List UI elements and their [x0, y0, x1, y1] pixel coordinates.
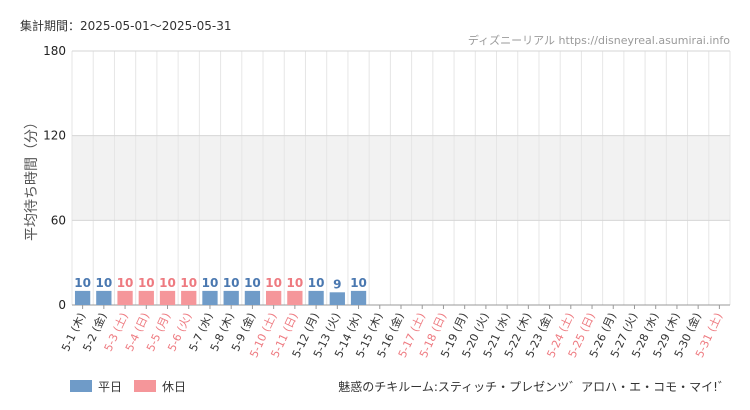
data-label: 10 [287, 276, 304, 290]
data-label: 10 [138, 276, 155, 290]
data-label: 10 [244, 276, 261, 290]
band-60-120 [72, 135, 730, 221]
legend-swatch-holiday [134, 380, 156, 392]
bar [350, 290, 367, 305]
data-label: 10 [350, 276, 367, 290]
data-label: 9 [333, 277, 341, 291]
bar [329, 292, 345, 305]
data-label: 10 [74, 276, 91, 290]
period-label: 集計期間：2025-05-01～2025-05-31 [20, 18, 231, 33]
bar [223, 290, 239, 305]
legend-label-holiday: 休日 [162, 380, 186, 394]
data-label: 10 [223, 276, 240, 290]
bar [308, 290, 324, 305]
bar [96, 290, 112, 305]
attraction-name: 魅惑のチキルーム:スティッチ・プレゼンツ゛アロハ・エ・コモ・マイ!゛ [338, 379, 730, 394]
data-label: 10 [95, 276, 112, 290]
bar [244, 290, 261, 305]
data-label: 10 [159, 276, 176, 290]
bar [138, 290, 154, 305]
bar [117, 290, 133, 305]
bar [287, 290, 303, 305]
source-label: ディズニーリアル https://disneyreal.asumirai.inf… [468, 33, 730, 47]
data-label: 10 [180, 276, 197, 290]
y-tick-label: 60 [51, 213, 66, 227]
legend-label-weekday: 平日 [98, 380, 122, 394]
data-label: 10 [202, 276, 219, 290]
y-axis-label: 平均待ち時間（分） [24, 115, 40, 241]
bar [181, 290, 197, 305]
bar [74, 290, 91, 305]
legend-swatch-weekday [70, 380, 92, 392]
y-tick-label: 0 [58, 298, 66, 312]
bar [202, 290, 218, 305]
y-tick-label: 180 [43, 44, 66, 58]
data-label: 10 [117, 276, 134, 290]
data-label: 10 [265, 276, 282, 290]
bar [266, 290, 282, 305]
bar [159, 290, 176, 305]
y-tick-label: 120 [43, 129, 66, 143]
data-label: 10 [308, 276, 325, 290]
